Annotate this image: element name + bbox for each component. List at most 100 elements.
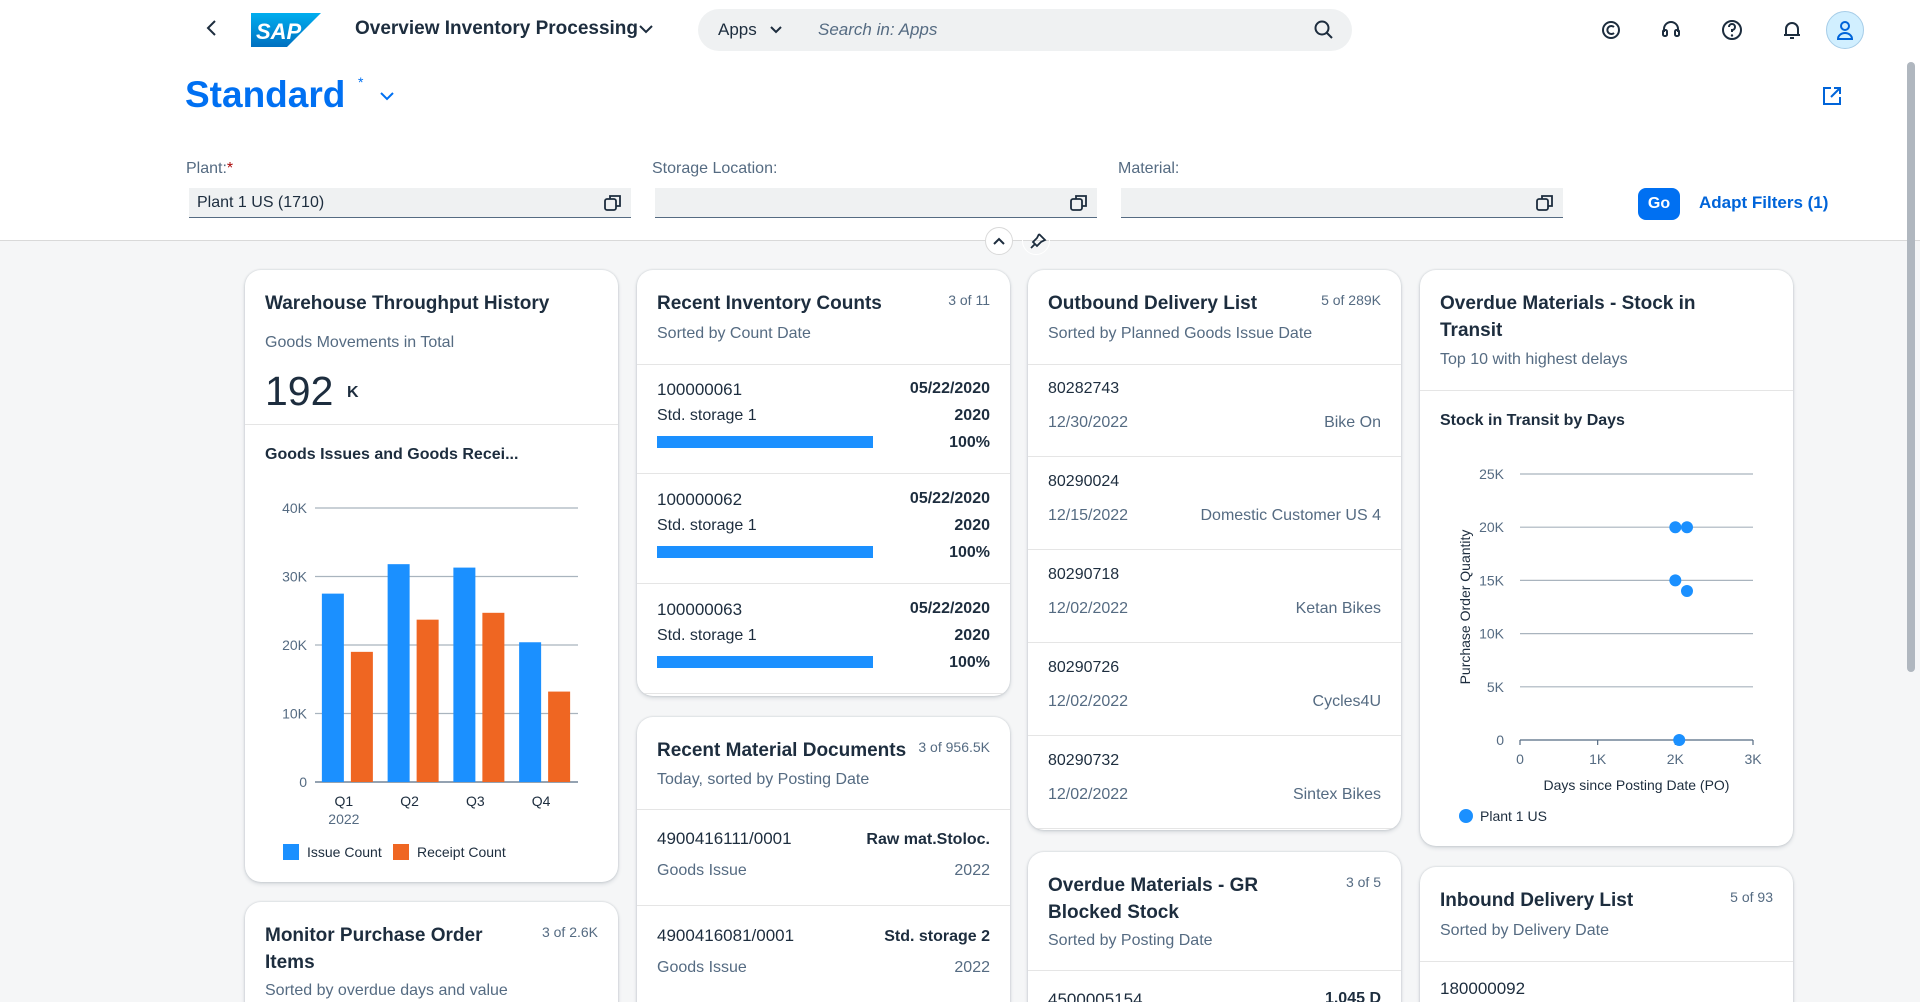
card-title[interactable]: Recent Inventory Counts — [657, 293, 882, 314]
value-help-icon[interactable] — [1535, 193, 1555, 213]
list-item[interactable]: 80290732 12/02/2022 Sintex Bikes — [1028, 736, 1401, 829]
list-item[interactable]: 100000061 Std. storage 1 05/22/2020 2020 100… — [637, 364, 1010, 474]
variant-modified-marker: * — [358, 74, 364, 90]
list-item[interactable]: 80290024 12/15/2022 Domestic Customer US 4 — [1028, 457, 1401, 550]
list-item[interactable]: 100000063 Std. storage 1 05/22/2020 2020 100… — [637, 584, 1010, 694]
bar-issue-count[interactable] — [387, 564, 410, 782]
inbound-delivery-card[interactable]: Inbound Delivery List 5 of 93 Sorted by … — [1420, 867, 1793, 1002]
sap-logo[interactable]: SAP — [251, 13, 321, 47]
list-item[interactable]: 80290718 12/02/2022 Ketan Bikes — [1028, 550, 1401, 643]
chevron-down-icon[interactable] — [768, 22, 784, 38]
plant-field[interactable]: Plant 1 US (1710) — [189, 188, 631, 218]
legend-label[interactable]: Receipt Count — [417, 844, 506, 860]
x-tick-label: Q2 — [400, 793, 419, 809]
bar-issue-count[interactable] — [321, 593, 344, 782]
divider — [1028, 364, 1401, 365]
goods-issue-date: 12/15/2022 — [1048, 507, 1129, 524]
gr-blocked-card[interactable]: Overdue Materials - GR Blocked Stock 3 of… — [1028, 852, 1401, 1002]
pin-header-button[interactable] — [1022, 227, 1050, 255]
adapt-filters-button[interactable]: Adapt Filters (1) — [1699, 193, 1829, 212]
headset-icon[interactable] — [1656, 15, 1686, 45]
delivery-id: 80290024 — [1048, 473, 1120, 490]
value-help-icon[interactable] — [1069, 193, 1089, 213]
bar-issue-count[interactable] — [519, 642, 542, 782]
throughput-card[interactable]: Warehouse Throughput History Goods Movem… — [245, 270, 618, 882]
list-item-id[interactable]: 180000092 — [1440, 979, 1526, 998]
scatter-point[interactable] — [1669, 574, 1682, 587]
count-year: 2020 — [954, 517, 990, 534]
divider — [1028, 970, 1401, 971]
legend-label[interactable]: Issue Count — [307, 844, 382, 860]
purchase-order-card[interactable]: Monitor Purchase Order Items 3 of 2.6K So… — [245, 902, 618, 1002]
chart-title: Goods Issues and Goods Recei... — [265, 446, 519, 463]
material-document-id: 4900416111/0001 — [657, 829, 792, 848]
count-document-id: 100000061 — [657, 380, 743, 399]
list-item[interactable]: 100000062 Std. storage 1 05/22/2020 2020 100… — [637, 474, 1010, 584]
bar-issue-count[interactable] — [453, 567, 476, 782]
collapse-header-button[interactable] — [985, 227, 1013, 255]
x-axis-label: Days since Posting Date (PO) — [1544, 777, 1730, 793]
pin-icon — [1030, 233, 1047, 249]
search-bar[interactable]: Apps Search in: Apps — [698, 9, 1352, 51]
bar-receipt-count[interactable] — [482, 612, 505, 782]
card-title[interactable]: Inbound Delivery List — [1440, 890, 1634, 911]
bar-receipt-count[interactable] — [350, 651, 373, 782]
share-icon[interactable] — [1820, 84, 1844, 108]
bar-receipt-count[interactable] — [548, 691, 571, 782]
y-tick-label: 10K — [1479, 626, 1505, 642]
list-item[interactable]: 4900416111/0001 Goods Issue Raw mat.Stoloc… — [637, 809, 1010, 906]
inventory-counts-card[interactable]: Recent Inventory Counts 3 of 11 Sorted b… — [637, 270, 1010, 696]
x-tick-label: Q1 — [335, 793, 354, 809]
card-title[interactable]: Recent Material Documents — [657, 740, 907, 761]
chevron-up-icon — [993, 237, 1005, 245]
joule-icon[interactable] — [1596, 15, 1626, 45]
storage-location-field[interactable] — [655, 188, 1097, 218]
go-button[interactable]: Go — [1638, 188, 1680, 220]
material-field[interactable] — [1121, 188, 1563, 218]
search-scope-select[interactable]: Apps — [718, 20, 757, 39]
card-subtitle: Sorted by Delivery Date — [1440, 922, 1609, 939]
list-item[interactable]: 80282743 12/30/2022 Bike On — [1028, 364, 1401, 457]
card-subtitle: Sorted by Planned Goods Issue Date — [1048, 325, 1313, 342]
customer-name: Bike On — [1324, 414, 1381, 431]
bar-receipt-count[interactable] — [416, 619, 439, 782]
scatter-point[interactable] — [1673, 734, 1686, 746]
scatter-point[interactable] — [1669, 521, 1682, 534]
goods-movements-bar-chart[interactable]: 0 10K 20K 30K 40K Q1 2022 Q2 Q3 Q4 Issue Count Rece… — [245, 480, 618, 880]
search-icon[interactable] — [1314, 20, 1334, 40]
avatar[interactable] — [1826, 11, 1864, 49]
value-help-icon[interactable] — [603, 193, 623, 213]
x-tick-label: 2K — [1667, 751, 1685, 767]
page-scrollbar[interactable] — [1907, 62, 1915, 672]
chevron-down-icon[interactable] — [377, 86, 397, 106]
list-item[interactable]: 80290726 12/02/2022 Cycles4U — [1028, 643, 1401, 736]
y-tick-label: 15K — [1479, 572, 1505, 588]
variant-title[interactable]: Standard — [185, 74, 346, 115]
card-title[interactable]: Overdue Materials - Stock in Transit — [1440, 293, 1696, 341]
outbound-delivery-card[interactable]: Outbound Delivery List 5 of 289K Sorted … — [1028, 270, 1401, 830]
material-documents-card[interactable]: Recent Material Documents 3 of 956.5K To… — [637, 717, 1010, 1002]
bell-icon[interactable] — [1777, 15, 1807, 45]
stock-in-transit-card[interactable]: Overdue Materials - Stock in Transit Top … — [1420, 270, 1793, 846]
card-title[interactable]: Monitor Purchase Order Items — [265, 925, 483, 973]
scatter-point[interactable] — [1680, 521, 1693, 534]
storage-location: Std. storage 1 — [657, 627, 757, 644]
card-title[interactable]: Warehouse Throughput History — [265, 293, 550, 314]
legend-swatch — [393, 844, 409, 860]
card-title[interactable]: Outbound Delivery List — [1048, 293, 1258, 314]
list-item[interactable]: 4900416081/0001 Goods Issue Std. storage 2… — [637, 906, 1010, 1002]
count-document-id: 100000062 — [657, 490, 743, 509]
search-input[interactable]: Search in: Apps — [818, 20, 938, 39]
card-title[interactable]: Overdue Materials - GR Blocked Stock — [1048, 875, 1259, 923]
card-subtitle: Today, sorted by Posting Date — [657, 771, 870, 788]
scatter-point[interactable] — [1680, 585, 1693, 598]
x-tick-sublabel: 2022 — [328, 811, 359, 827]
list-item-id[interactable]: 4500005154 — [1048, 990, 1143, 1002]
chevron-down-icon[interactable] — [636, 18, 656, 40]
help-icon[interactable] — [1717, 15, 1747, 45]
storage-location: Std. storage 2 — [884, 928, 990, 945]
stock-in-transit-scatter-chart[interactable]: 0 5K 10K 15K 20K 25K 0 1K 2K 3K Days since Posting… — [1420, 446, 1793, 846]
back-button[interactable] — [200, 16, 224, 40]
legend-label[interactable]: Plant 1 US — [1480, 808, 1547, 824]
app-title[interactable]: Overview Inventory Processing — [355, 18, 639, 39]
